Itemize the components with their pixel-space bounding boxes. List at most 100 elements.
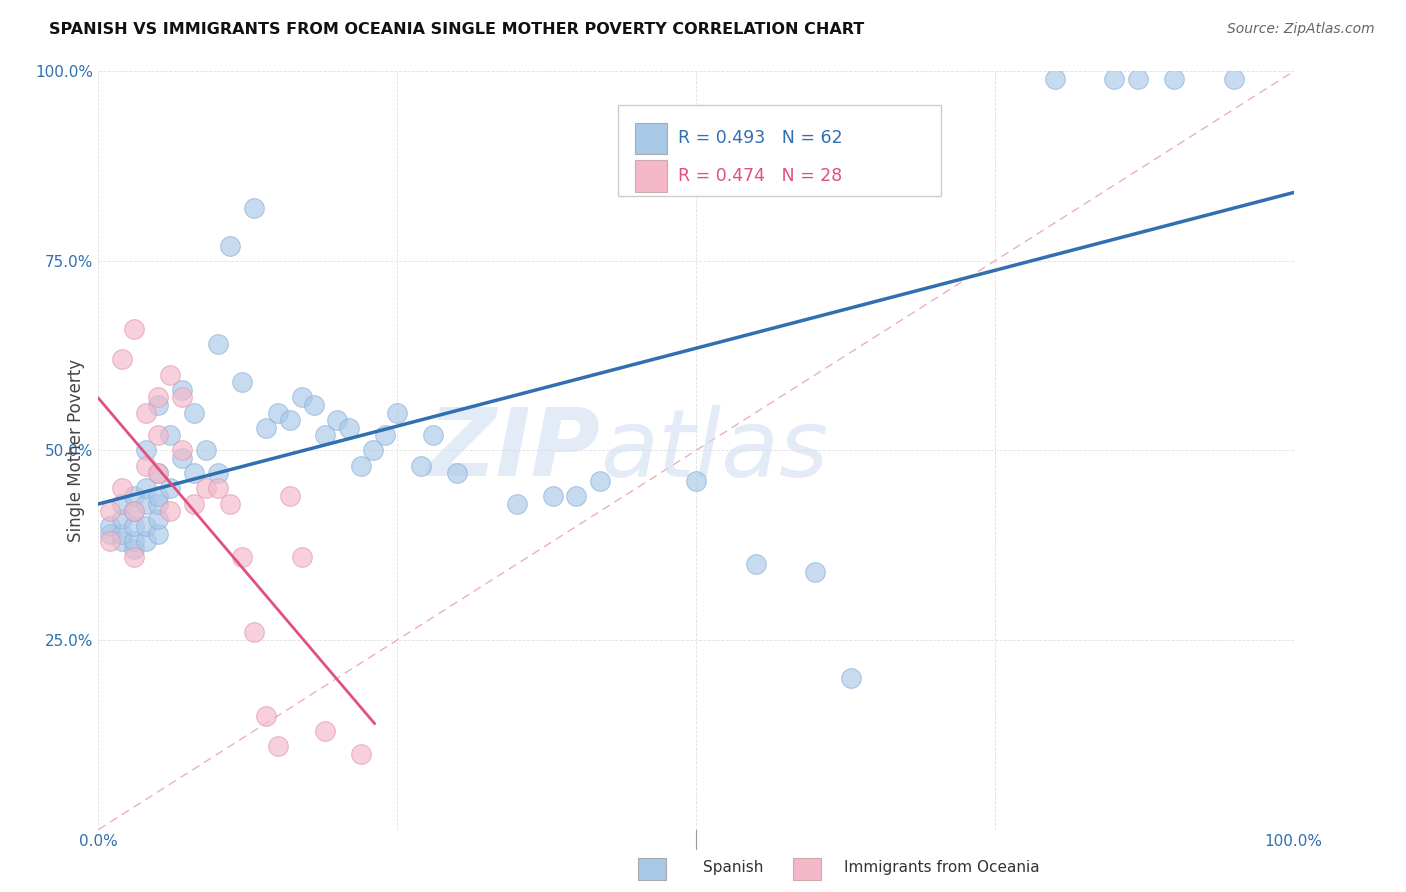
Point — [135, 519, 157, 533]
Point — [159, 428, 181, 442]
Point — [172, 391, 194, 405]
Point — [302, 398, 325, 412]
Point — [219, 496, 242, 510]
Point — [135, 443, 157, 458]
Y-axis label: Single Mother Poverty: Single Mother Poverty — [66, 359, 84, 542]
Point — [385, 405, 409, 420]
Text: SPANISH VS IMMIGRANTS FROM OCEANIA SINGLE MOTHER POVERTY CORRELATION CHART: SPANISH VS IMMIGRANTS FROM OCEANIA SINGL… — [49, 22, 865, 37]
Point — [135, 458, 157, 473]
Point — [124, 542, 146, 557]
Point — [111, 526, 134, 541]
Point — [254, 421, 277, 435]
Point — [589, 474, 612, 488]
Text: Immigrants from Oceania: Immigrants from Oceania — [844, 860, 1039, 874]
Point — [98, 519, 122, 533]
Text: R = 0.474   N = 28: R = 0.474 N = 28 — [678, 167, 842, 185]
Point — [135, 405, 157, 420]
Point — [207, 337, 229, 351]
FancyBboxPatch shape — [636, 160, 668, 192]
Point — [278, 489, 301, 503]
Point — [124, 519, 146, 533]
Point — [135, 496, 157, 510]
Point — [98, 534, 122, 549]
Point — [148, 428, 170, 442]
FancyBboxPatch shape — [619, 105, 941, 196]
Point — [124, 504, 146, 518]
Point — [254, 708, 277, 723]
Point — [98, 526, 122, 541]
Point — [243, 201, 266, 215]
Point — [506, 496, 529, 510]
Point — [685, 474, 707, 488]
Point — [183, 467, 205, 481]
Point — [111, 496, 134, 510]
Point — [195, 443, 218, 458]
Point — [541, 489, 564, 503]
Point — [159, 368, 181, 382]
Point — [135, 482, 157, 496]
Point — [111, 352, 134, 367]
Point — [350, 458, 373, 473]
Point — [111, 482, 134, 496]
Text: atlas: atlas — [600, 405, 828, 496]
Point — [172, 443, 194, 458]
Point — [804, 565, 827, 579]
Point — [111, 512, 134, 526]
Point — [148, 398, 170, 412]
Point — [422, 428, 444, 442]
Point — [111, 534, 134, 549]
Text: Source: ZipAtlas.com: Source: ZipAtlas.com — [1227, 22, 1375, 37]
Point — [183, 496, 205, 510]
Point — [148, 467, 170, 481]
Point — [219, 238, 242, 253]
Point — [291, 549, 314, 564]
Text: Spanish: Spanish — [703, 860, 763, 874]
Text: ZIP: ZIP — [427, 404, 600, 497]
Point — [124, 322, 146, 336]
Point — [339, 421, 361, 435]
Point — [195, 482, 218, 496]
Point — [148, 391, 170, 405]
Point — [148, 512, 170, 526]
Point — [315, 724, 337, 739]
Point — [1104, 72, 1126, 87]
Point — [124, 549, 146, 564]
Point — [267, 405, 290, 420]
Point — [231, 376, 253, 390]
Point — [411, 458, 433, 473]
Point — [1043, 72, 1066, 87]
Point — [159, 504, 181, 518]
Point — [243, 625, 266, 640]
Point — [565, 489, 588, 503]
Point — [1163, 72, 1185, 87]
Point — [291, 391, 314, 405]
FancyBboxPatch shape — [636, 122, 668, 154]
Point — [124, 534, 146, 549]
Point — [1128, 72, 1150, 87]
Point — [207, 467, 229, 481]
Point — [135, 534, 157, 549]
Point — [278, 413, 301, 427]
Point — [148, 496, 170, 510]
Point — [745, 557, 768, 572]
Point — [374, 428, 396, 442]
Point — [446, 467, 468, 481]
Point — [159, 482, 181, 496]
Point — [326, 413, 349, 427]
Point — [350, 747, 373, 761]
Point — [98, 504, 122, 518]
Point — [148, 467, 170, 481]
Point — [172, 451, 194, 466]
Point — [315, 428, 337, 442]
Point — [124, 489, 146, 503]
Point — [148, 526, 170, 541]
Point — [1223, 72, 1246, 87]
Point — [363, 443, 385, 458]
Point — [841, 671, 863, 685]
Point — [207, 482, 229, 496]
Point — [267, 739, 290, 753]
Point — [124, 504, 146, 518]
Text: R = 0.493   N = 62: R = 0.493 N = 62 — [678, 129, 842, 147]
Point — [148, 489, 170, 503]
Point — [231, 549, 253, 564]
